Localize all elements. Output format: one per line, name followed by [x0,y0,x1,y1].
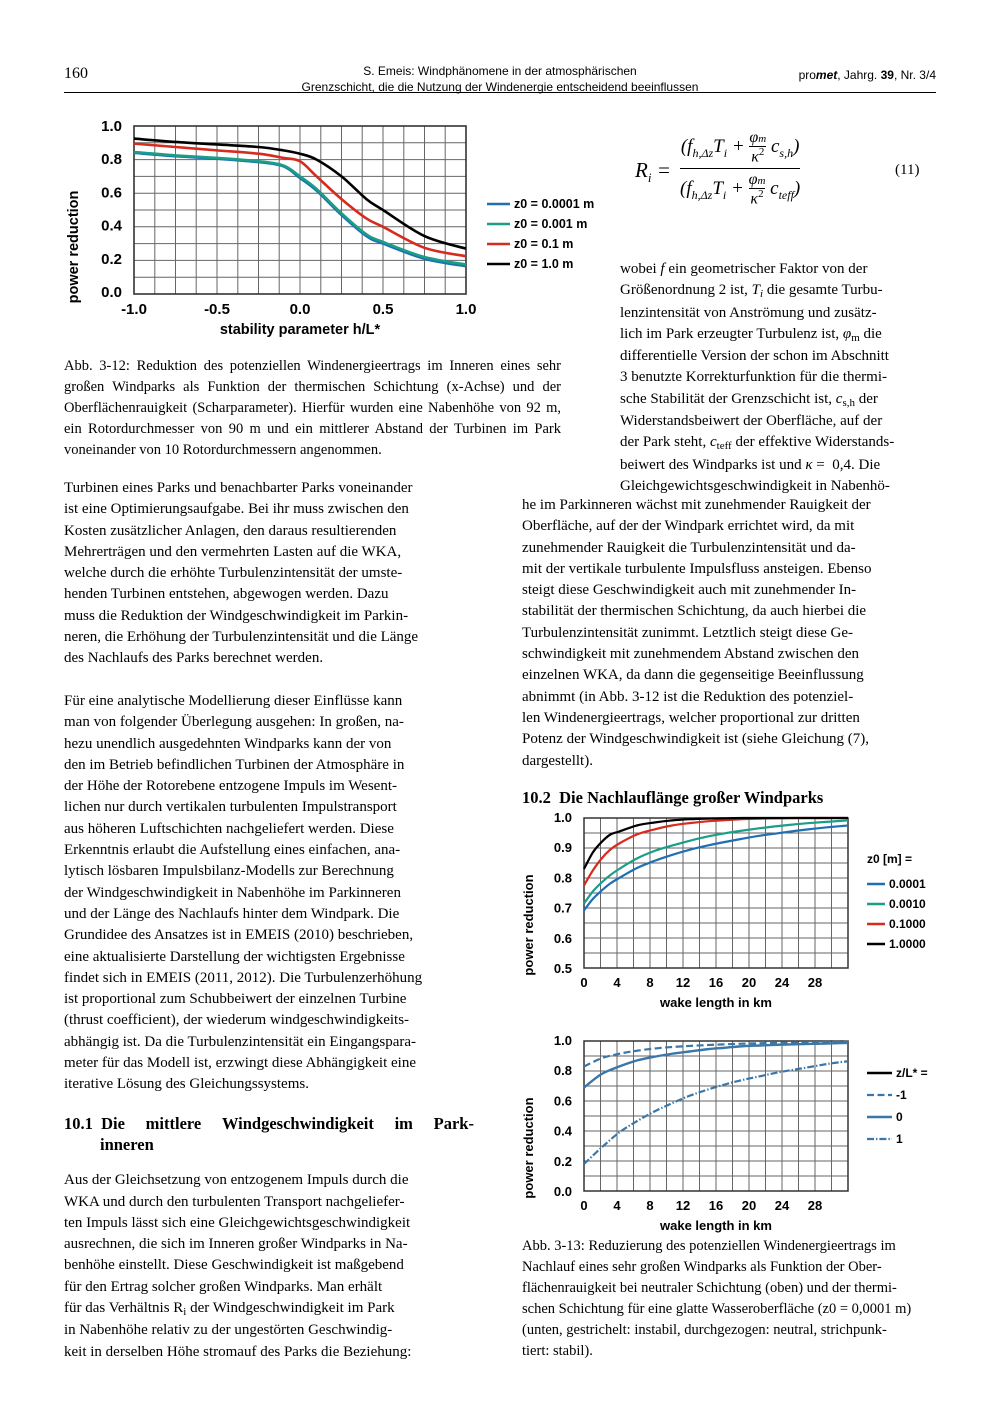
svg-text:z0 [m] =: z0 [m] = [867,852,912,866]
svg-text:28: 28 [808,975,822,990]
svg-text:1.0000: 1.0000 [889,937,926,951]
svg-text:0.2: 0.2 [101,251,122,268]
svg-text:0.5: 0.5 [373,301,394,318]
svg-text:z0 = 1.0 m: z0 = 1.0 m [514,257,573,271]
svg-text:0.8: 0.8 [554,870,572,885]
svg-text:20: 20 [742,1198,756,1213]
svg-text:0.6: 0.6 [554,1093,572,1108]
svg-text:0.4: 0.4 [554,1124,573,1139]
svg-text:0.1000: 0.1000 [889,917,926,931]
svg-text:16: 16 [709,975,723,990]
svg-text:1.0: 1.0 [101,118,122,135]
svg-text:power reduction: power reduction [521,1097,536,1198]
svg-text:-1: -1 [896,1088,907,1102]
svg-text:z0 = 0.001 m: z0 = 0.001 m [514,217,587,231]
svg-text:z0 = 0.1 m: z0 = 0.1 m [514,237,573,251]
svg-text:4: 4 [613,1198,621,1213]
svg-text:0.0: 0.0 [101,284,122,301]
svg-text:16: 16 [709,1198,723,1213]
svg-text:stability parameter h/L*: stability parameter h/L* [220,322,381,338]
svg-text:0.0010: 0.0010 [889,897,926,911]
svg-text:1.0: 1.0 [554,810,572,825]
svg-text:z/L* =: z/L* = [896,1066,928,1080]
svg-text:0.0: 0.0 [290,301,311,318]
svg-text:power reduction: power reduction [521,874,536,975]
svg-text:0.6: 0.6 [101,184,122,201]
svg-text:28: 28 [808,1198,822,1213]
svg-text:8: 8 [646,1198,653,1213]
svg-text:-0.5: -0.5 [204,301,230,318]
svg-text:24: 24 [775,1198,790,1213]
svg-text:0.0001: 0.0001 [889,877,926,891]
svg-text:1: 1 [896,1132,903,1146]
svg-text:0.0: 0.0 [554,1184,572,1199]
svg-text:-1.0: -1.0 [121,301,147,318]
svg-text:4: 4 [613,975,621,990]
svg-text:0: 0 [580,1198,587,1213]
svg-text:z0 = 0.0001 m: z0 = 0.0001 m [514,197,594,211]
svg-text:wake length in km: wake length in km [659,1218,772,1233]
svg-text:0.4: 0.4 [101,218,123,235]
svg-text:0.2: 0.2 [554,1154,572,1169]
svg-text:12: 12 [676,1198,690,1213]
svg-text:0.5: 0.5 [554,961,572,976]
svg-text:1.0: 1.0 [554,1033,572,1048]
svg-text:0.8: 0.8 [101,151,122,168]
svg-text:0: 0 [896,1110,903,1124]
svg-text:12: 12 [676,975,690,990]
svg-text:power reduction: power reduction [66,191,82,304]
svg-text:20: 20 [742,975,756,990]
svg-text:24: 24 [775,975,790,990]
svg-text:0.6: 0.6 [554,931,572,946]
svg-text:0.8: 0.8 [554,1063,572,1078]
svg-text:8: 8 [646,975,653,990]
svg-text:wake length in km: wake length in km [659,995,772,1010]
svg-text:0.7: 0.7 [554,901,572,916]
svg-text:0.9: 0.9 [554,840,572,855]
svg-text:1.0: 1.0 [456,301,477,318]
svg-text:0: 0 [580,975,587,990]
